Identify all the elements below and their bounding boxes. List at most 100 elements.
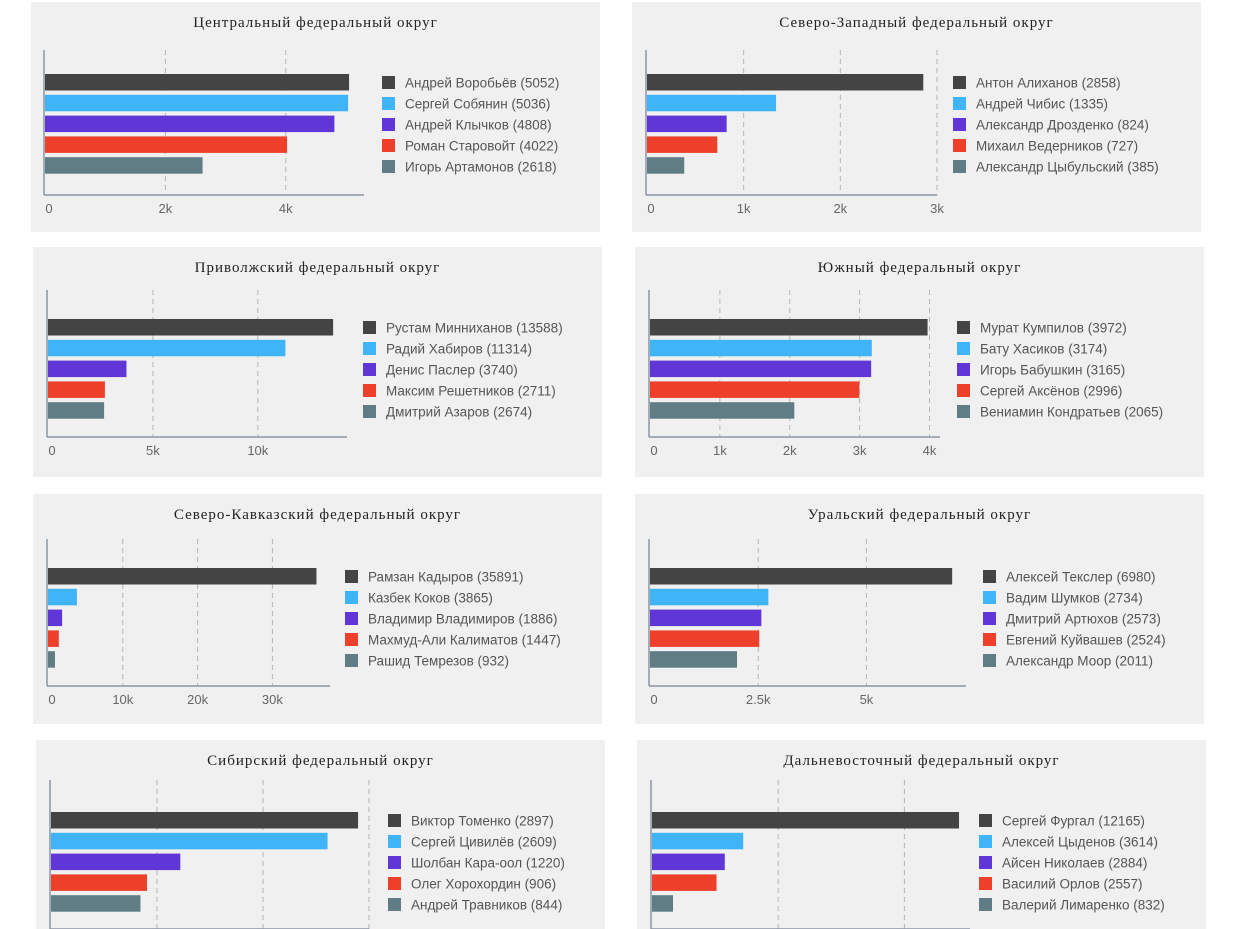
legend-label: Евгений Куйвашев (2524) bbox=[1006, 633, 1166, 648]
legend-label: Игорь Артамонов (2618) bbox=[405, 160, 557, 175]
x-tick-label: 2k bbox=[833, 201, 847, 216]
x-tick-label: 0 bbox=[650, 443, 657, 458]
chart-panel-volga: Приволжский федеральный округ 0 5k 10k Руст… bbox=[33, 247, 602, 477]
x-tick-label: 30k bbox=[262, 692, 283, 707]
bar bbox=[647, 74, 924, 91]
legend-label: Рустам Минниханов (13588) bbox=[386, 321, 563, 336]
legend-label: Айсен Николаев (2884) bbox=[1002, 856, 1147, 871]
legend-label: Андрей Травников (844) bbox=[411, 898, 562, 913]
x-tick-label: 2k bbox=[159, 201, 173, 216]
chart-panel-far-east: Дальневосточный федеральный округ 05k10k… bbox=[637, 740, 1206, 929]
bar bbox=[48, 339, 286, 357]
x-tick-label: 0 bbox=[45, 201, 52, 216]
legend-label: Мурат Кумпилов (3972) bbox=[980, 321, 1127, 336]
bar bbox=[647, 115, 727, 133]
bar bbox=[48, 630, 59, 647]
legend-swatch bbox=[979, 898, 992, 911]
legend-swatch bbox=[382, 76, 395, 89]
legend-label: Алексей Текслер (6980) bbox=[1006, 570, 1155, 585]
bar bbox=[650, 339, 872, 357]
legend-swatch bbox=[363, 384, 376, 397]
legend-swatch bbox=[983, 633, 996, 646]
legend-swatch bbox=[345, 633, 358, 646]
bar bbox=[647, 157, 685, 174]
x-tick-label: 5k bbox=[860, 692, 874, 707]
legend-label: Андрей Чибис (1335) bbox=[976, 97, 1108, 112]
legend-label: Рашид Темрезов (932) bbox=[368, 654, 509, 669]
legend-swatch bbox=[345, 612, 358, 625]
chart-svg: 0 2k 4k Андрей Воробьёв (5052) Сергей Собяни… bbox=[43, 50, 559, 216]
legend-swatch bbox=[983, 591, 996, 604]
bar bbox=[652, 874, 717, 891]
bar bbox=[51, 853, 181, 871]
legend-swatch bbox=[345, 654, 358, 667]
legend-swatch bbox=[953, 76, 966, 89]
bar bbox=[650, 568, 953, 585]
legend-swatch bbox=[957, 321, 970, 334]
bar bbox=[45, 94, 349, 112]
bar bbox=[652, 895, 673, 912]
bar bbox=[650, 381, 860, 398]
bar bbox=[48, 651, 55, 668]
legend-swatch bbox=[953, 97, 966, 110]
legend-label: Максим Решетников (2711) bbox=[386, 384, 556, 399]
bar bbox=[652, 853, 725, 871]
chart-panel-south: Южный федеральный округ 0 1k 2k 3k 4k Мурат К… bbox=[635, 247, 1204, 477]
chart-panel-ural: Уральский федеральный округ 0 2.5k 5k Алекс… bbox=[635, 494, 1204, 724]
chart-svg: 0 1k 2k 3k Антон Алиханов (2858) Андрей Чибис… bbox=[645, 50, 1159, 216]
x-tick-label: 4k bbox=[279, 201, 293, 216]
bar bbox=[48, 402, 105, 419]
bar bbox=[650, 588, 769, 606]
x-tick-label: 2.5k bbox=[746, 692, 771, 707]
legend-swatch bbox=[953, 160, 966, 173]
legend-label: Рамзан Кадыров (35891) bbox=[368, 570, 524, 585]
legend-swatch bbox=[382, 139, 395, 152]
legend-label: Дмитрий Артюхов (2573) bbox=[1006, 612, 1161, 627]
legend-swatch bbox=[957, 363, 970, 376]
legend-label: Денис Паслер (3740) bbox=[386, 363, 518, 378]
legend-label: Антон Алиханов (2858) bbox=[976, 76, 1121, 91]
bar bbox=[647, 94, 777, 112]
bar bbox=[48, 609, 63, 627]
x-tick-label: 0 bbox=[650, 692, 657, 707]
legend-swatch bbox=[983, 570, 996, 583]
legend-swatch bbox=[382, 160, 395, 173]
x-tick-label: 1k bbox=[713, 443, 727, 458]
chart-title: Северо-Кавказский федеральный округ bbox=[173, 507, 462, 523]
bar bbox=[48, 568, 317, 585]
bar bbox=[51, 895, 141, 912]
bar bbox=[48, 360, 127, 378]
legend-label: Владимир Владимиров (1886) bbox=[368, 612, 557, 627]
legend-label: Алексей Цыденов (3614) bbox=[1002, 835, 1158, 850]
bar bbox=[650, 609, 762, 627]
legend-swatch bbox=[345, 570, 358, 583]
legend-swatch bbox=[388, 898, 401, 911]
legend-swatch bbox=[388, 835, 401, 848]
x-tick-label: 0 bbox=[48, 692, 55, 707]
x-tick-label: 3k bbox=[930, 201, 944, 216]
legend-swatch bbox=[388, 814, 401, 827]
x-tick-label: 1k bbox=[737, 201, 751, 216]
chart-title: Дальневосточный федеральный округ bbox=[783, 753, 1060, 769]
legend-label: Александр Дрозденко (824) bbox=[976, 118, 1149, 133]
legend-swatch bbox=[345, 591, 358, 604]
legend-label: Василий Орлов (2557) bbox=[1002, 877, 1143, 892]
legend-label: Александр Моор (2011) bbox=[1006, 654, 1153, 669]
legend-swatch bbox=[382, 97, 395, 110]
x-tick-label: 20k bbox=[187, 692, 208, 707]
chart-svg: 01k2k3kВиктор Томенко (2897)Сергей Цивил… bbox=[49, 780, 565, 929]
legend-label: Валерий Лимаренко (832) bbox=[1002, 898, 1165, 913]
bar bbox=[650, 360, 872, 378]
bar bbox=[650, 402, 795, 419]
legend-swatch bbox=[979, 814, 992, 827]
legend-label: Сергей Аксёнов (2996) bbox=[980, 384, 1122, 399]
chart-title: Южный федеральный округ bbox=[817, 260, 1022, 276]
legend-swatch bbox=[957, 384, 970, 397]
bar bbox=[45, 136, 288, 153]
bar bbox=[48, 319, 334, 336]
legend-swatch bbox=[979, 835, 992, 848]
bar bbox=[51, 812, 359, 829]
legend-swatch bbox=[363, 363, 376, 376]
chart-svg: 0 2.5k 5k Алексей Текслер (6980) Вадим Шумко… bbox=[648, 539, 1166, 707]
legend-swatch bbox=[382, 118, 395, 131]
